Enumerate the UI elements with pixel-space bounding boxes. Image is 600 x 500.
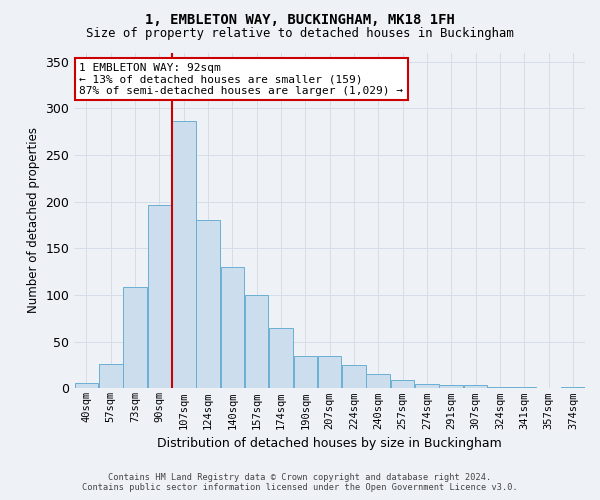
Bar (123, 286, 147, 388)
Bar (245, 295, 268, 388)
Bar (269, 328, 293, 388)
Text: 1 EMBLETON WAY: 92sqm
← 13% of detached houses are smaller (159)
87% of semi-det: 1 EMBLETON WAY: 92sqm ← 13% of detached … (79, 62, 403, 96)
Y-axis label: Number of detached properties: Number of detached properties (27, 128, 40, 314)
Text: 1, EMBLETON WAY, BUCKINGHAM, MK18 1FH: 1, EMBLETON WAY, BUCKINGHAM, MK18 1FH (145, 12, 455, 26)
Bar (464, 384, 487, 388)
Bar (318, 356, 341, 388)
Bar (391, 380, 415, 388)
Bar (342, 365, 366, 388)
X-axis label: Distribution of detached houses by size in Buckingham: Distribution of detached houses by size … (157, 437, 502, 450)
Bar (293, 356, 317, 388)
Text: Contains HM Land Registry data © Crown copyright and database right 2024.
Contai: Contains HM Land Registry data © Crown c… (82, 473, 518, 492)
Bar (74, 383, 98, 388)
Bar (172, 120, 196, 388)
Bar (367, 374, 390, 388)
Bar (415, 384, 439, 388)
Bar (561, 386, 584, 388)
Bar (221, 267, 244, 388)
Bar (196, 220, 220, 388)
Text: Size of property relative to detached houses in Buckingham: Size of property relative to detached ho… (86, 28, 514, 40)
Bar (99, 364, 122, 388)
Bar (439, 384, 463, 388)
Bar (148, 204, 171, 388)
